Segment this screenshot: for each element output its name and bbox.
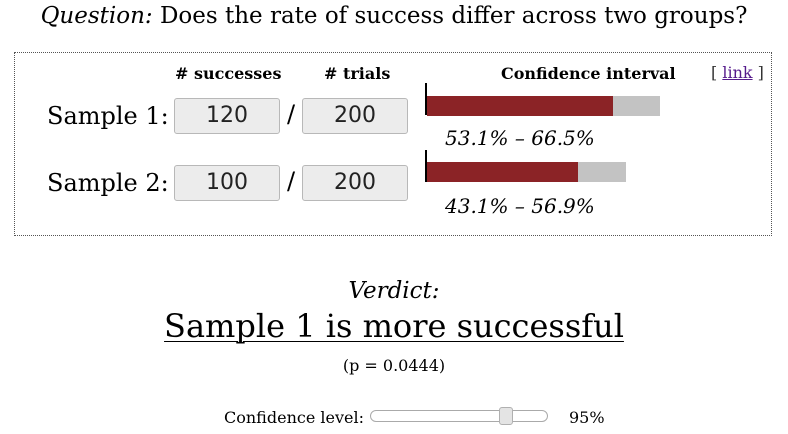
sample-1-ci-axis [425,83,427,115]
sample-1-separator: / [287,100,296,128]
sample-2-successes-input[interactable]: 100 [174,165,280,201]
sample-1-successes-input[interactable]: 120 [174,98,280,134]
sample-2-trials-input[interactable]: 200 [302,165,408,201]
verdict-label: Verdict: [348,278,440,304]
question: Question: Does the rate of success diffe… [0,0,788,32]
link-bracket-open: [ [711,63,723,82]
input-panel: # successes # trials Confidence interval… [14,52,772,236]
permalink[interactable]: link [722,63,753,82]
question-text: Does the rate of success differ across t… [159,3,748,29]
sample-1-trials-input[interactable]: 200 [302,98,408,134]
confidence-level-value: 95% [569,408,605,427]
link-bracket-close: ] [752,63,764,82]
sample-1-label: Sample 1: [47,102,169,130]
confidence-level-label: Confidence level: [224,408,364,427]
successes-header: # successes [175,64,282,83]
sample-2-separator: / [287,167,296,195]
sample-2-ci-fill [427,162,578,182]
sample-2-ci-bar [427,162,626,182]
confidence-level-slider[interactable] [370,407,548,425]
sample-1-ci-fill [427,96,613,116]
link-wrapper: [ link ] [711,63,764,82]
trials-header: # trials [324,64,391,83]
sample-1-ci-text: 53.1% – 66.5% [445,126,595,150]
slider-thumb[interactable] [499,407,513,425]
confidence-interval-header: Confidence interval [501,64,676,83]
verdict-text: Sample 1 is more successful [164,307,624,345]
question-label: Question: [40,3,153,29]
sample-2-ci-text: 43.1% – 56.9% [445,194,595,218]
sample-2-label: Sample 2: [47,169,169,197]
p-value: (p = 0.0444) [342,356,446,375]
sample-1-ci-bar [427,96,660,116]
sample-2-ci-axis [425,150,427,182]
verdict: Sample 1 is more successful [0,307,788,345]
